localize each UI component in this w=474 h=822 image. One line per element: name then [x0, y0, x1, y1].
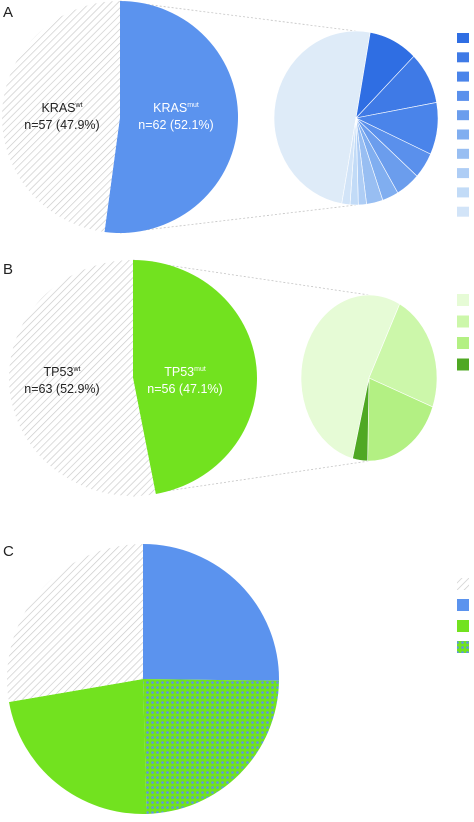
- panel-letter-b: B: [3, 261, 13, 278]
- kras-mut-slice: [104, 0, 239, 233]
- legend-swatch: [457, 52, 469, 63]
- legend-swatch: [457, 148, 469, 159]
- legend-swatch: [457, 620, 469, 632]
- legend-swatch: [457, 358, 469, 371]
- kras-wt-count: n=57 (47.9%): [24, 118, 99, 132]
- kras-only-slice: [143, 544, 280, 681]
- panel-b: B TP53wt n=63 (52.9%) TP53mut n=56 (47.1…: [3, 259, 469, 497]
- legend-swatch: [457, 129, 469, 140]
- kras-breakdown-slice-0: [273, 30, 371, 205]
- panel-a-main-pie: [2, 0, 239, 233]
- legend-swatch: [457, 294, 469, 306]
- panel-b-main-pie: [8, 260, 257, 496]
- kras-mut-label: KRASmut: [153, 101, 199, 115]
- legend-swatch: [457, 578, 469, 590]
- tp53-wt-label: TP53wt: [44, 365, 81, 379]
- legend-swatch: [457, 315, 469, 328]
- panel-b-legend: [457, 294, 469, 371]
- kras-wt-slice: [2, 1, 121, 232]
- wild-type-slice: [7, 544, 144, 703]
- tp53-breakdown-slice-1: [368, 303, 438, 408]
- panel-c-pie: [7, 544, 280, 814]
- panel-c: C: [3, 543, 469, 814]
- legend-swatch: [457, 33, 469, 43]
- kras-mut-count: n=62 (52.1%): [138, 118, 213, 132]
- panel-a: A KRASwt n=57 (47.9%) KRASmut n=62 (52.1…: [2, 0, 469, 234]
- panel-letter-c: C: [3, 543, 14, 560]
- legend-swatch: [457, 337, 469, 349]
- legend-swatch: [457, 110, 469, 121]
- tp53-wt-count: n=63 (52.9%): [24, 382, 99, 396]
- co-mutation-slice: [143, 679, 279, 814]
- legend-swatch: [457, 599, 469, 611]
- panel-a-legend: [457, 33, 469, 217]
- tp53-breakdown-slice-0: [300, 294, 401, 459]
- kras-breakdown-slice-10: [341, 117, 357, 206]
- tp53-wt-slice: [8, 260, 156, 496]
- tp53-breakdown-slice-3: [352, 377, 370, 462]
- tp53-mut-count: n=56 (47.1%): [147, 382, 222, 396]
- legend-swatch: [457, 641, 469, 653]
- legend-swatch: [457, 71, 469, 82]
- panel-c-legend: [457, 578, 469, 653]
- panel-a-breakdown-pie: [273, 30, 439, 206]
- tp53-mut-label: TP53mut: [164, 365, 206, 379]
- tp53-mut-slice: [133, 260, 257, 494]
- legend-swatch: [457, 90, 469, 101]
- panel-letter-a: A: [3, 4, 13, 21]
- panel-b-breakdown-pie: [300, 294, 438, 462]
- tp53-breakdown-slice-2: [367, 377, 434, 462]
- kras-wt-label: KRASwt: [41, 101, 82, 115]
- legend-swatch: [457, 168, 469, 179]
- legend-swatch: [457, 206, 469, 217]
- tp53-only-slice: [9, 679, 147, 814]
- legend-swatch: [457, 187, 469, 198]
